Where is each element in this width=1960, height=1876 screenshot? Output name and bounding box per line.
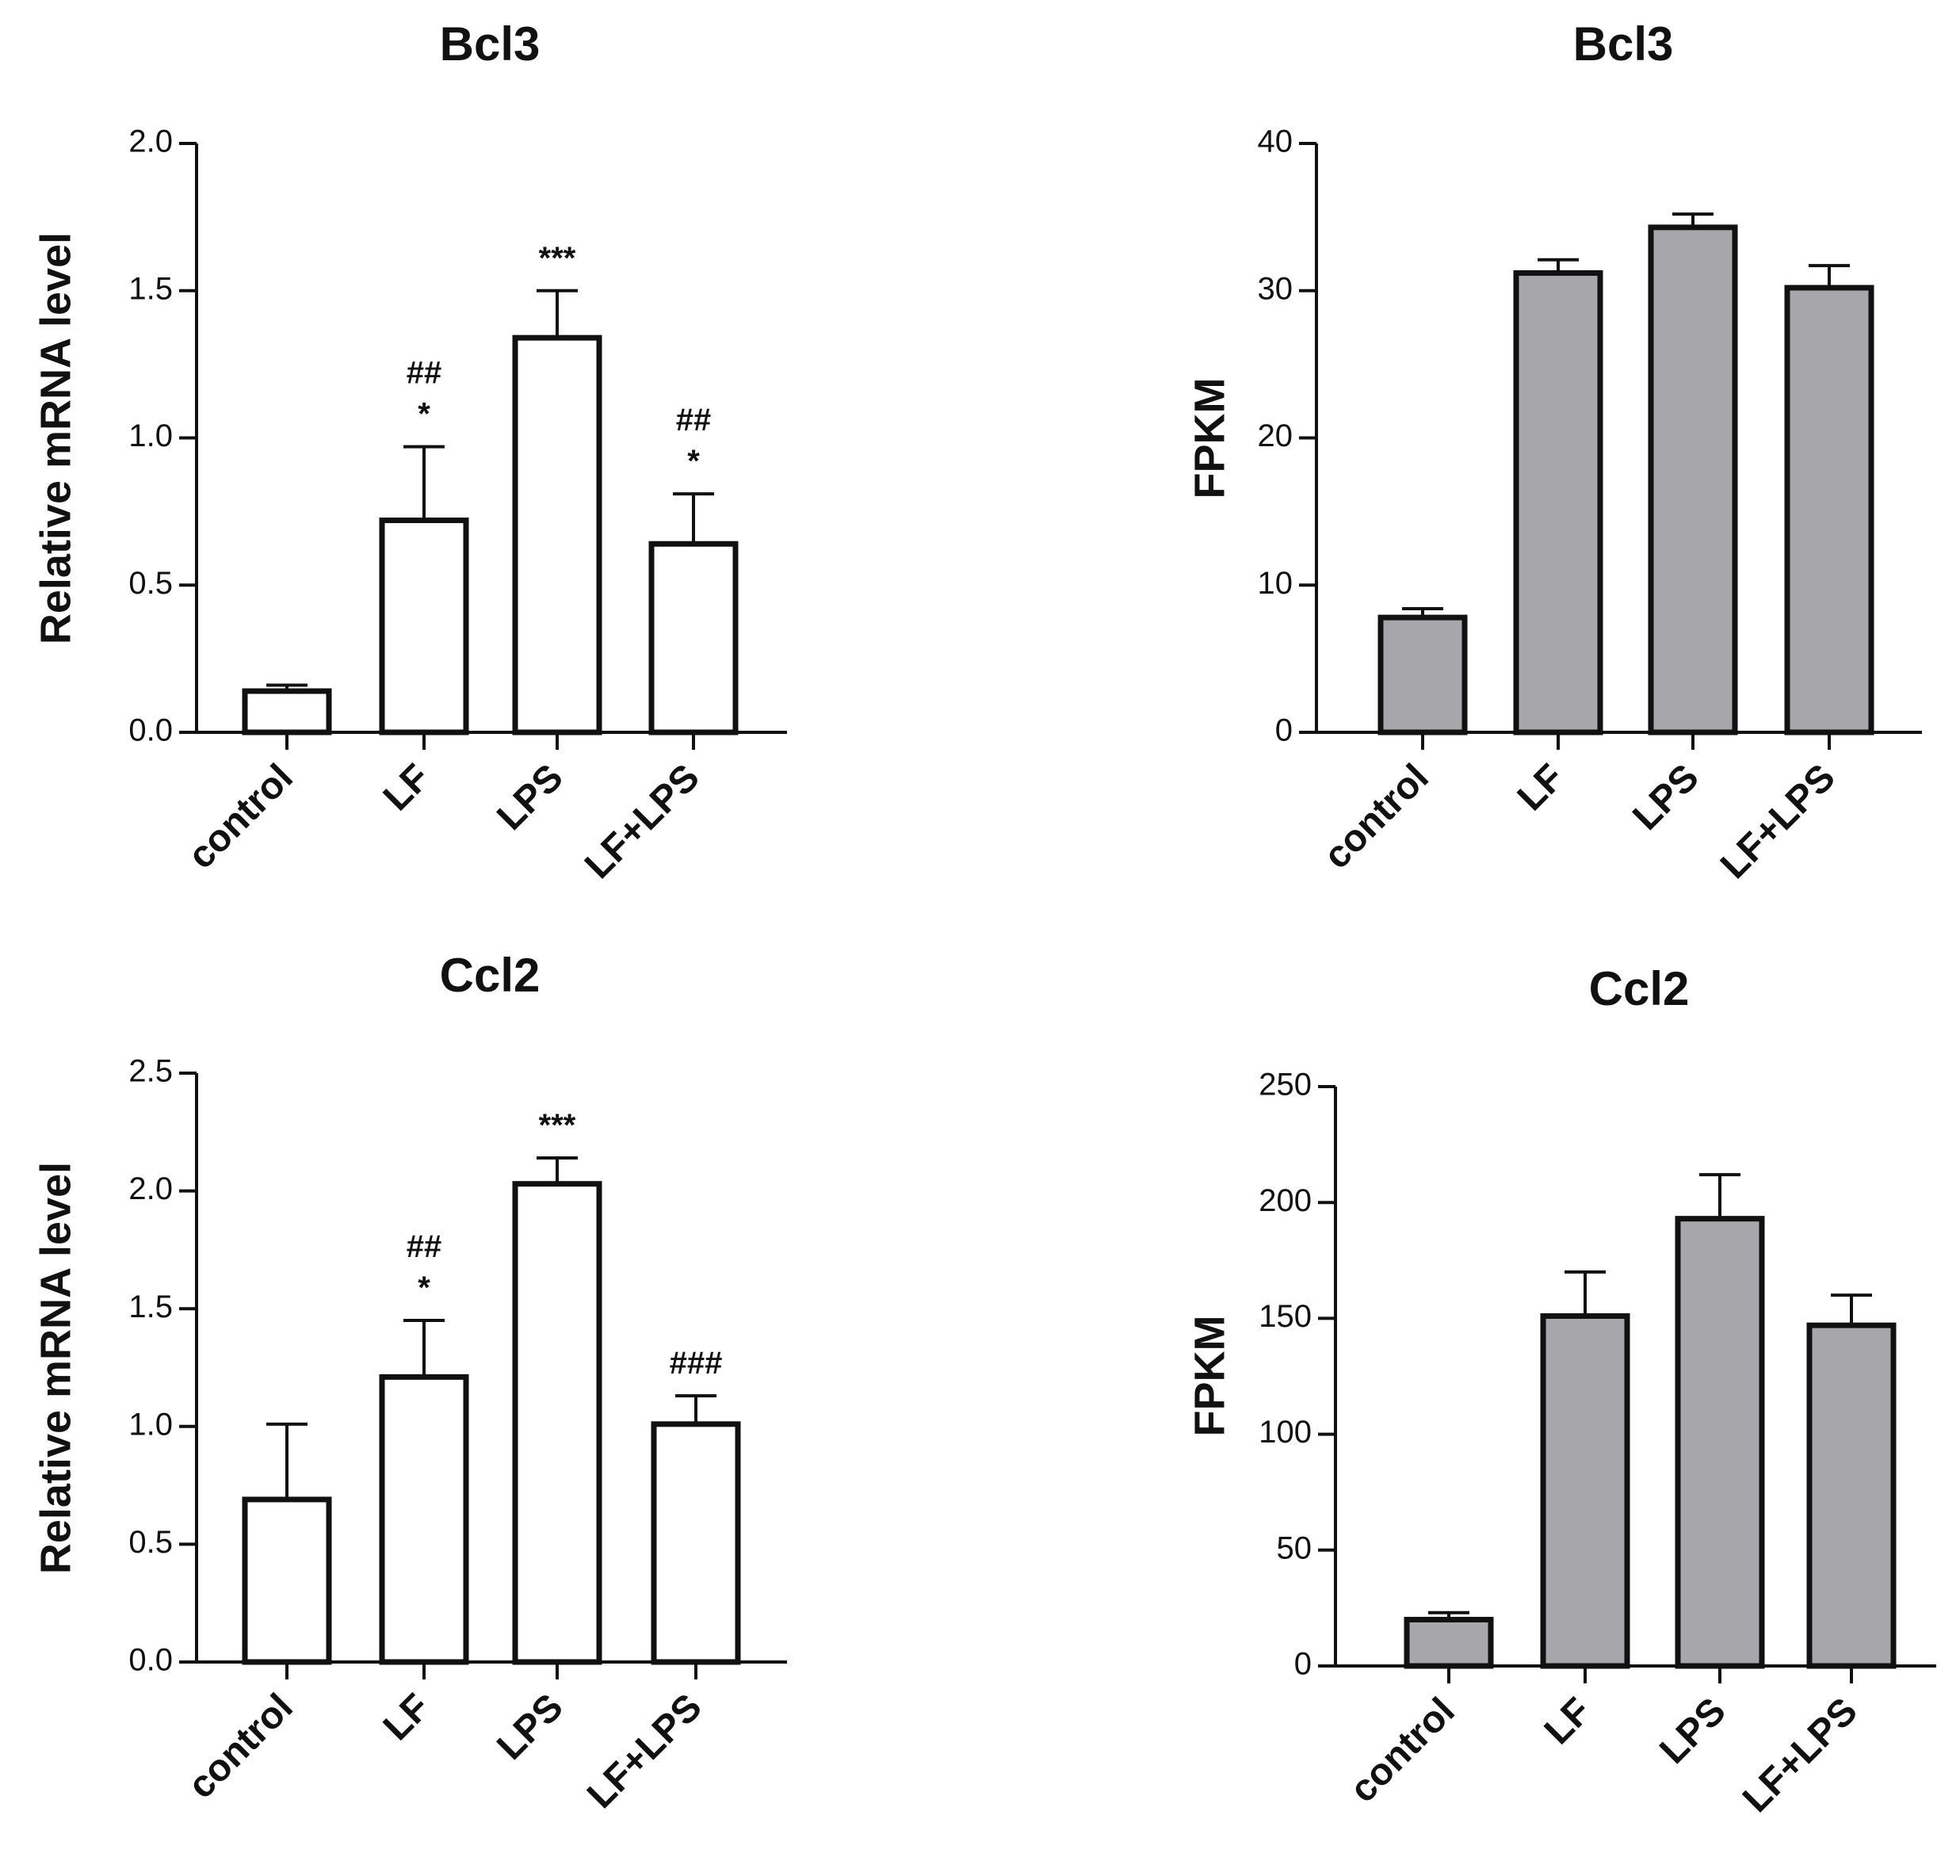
chart-title: Ccl2 bbox=[440, 949, 541, 1002]
bar bbox=[648, 541, 739, 735]
bar bbox=[1513, 269, 1603, 735]
x-tick-label: LF+LPS bbox=[579, 1686, 710, 1817]
chart-title: Ccl2 bbox=[1589, 962, 1690, 1015]
y-tick-label: 0 bbox=[1294, 1647, 1312, 1682]
y-tick-label: 1.5 bbox=[128, 271, 173, 306]
y-tick-label: 0.5 bbox=[128, 566, 173, 601]
y-tick-label: 20 bbox=[1258, 418, 1293, 453]
bar bbox=[1648, 224, 1738, 735]
bar bbox=[1404, 1617, 1494, 1669]
bar bbox=[1540, 1312, 1630, 1669]
bar bbox=[512, 334, 602, 735]
significance-label: ### bbox=[670, 1346, 723, 1381]
bar bbox=[651, 1421, 741, 1665]
y-axis-label: Relative mRNA level bbox=[32, 1162, 79, 1574]
bar bbox=[512, 1181, 602, 1665]
y-tick-label: 2.0 bbox=[128, 1171, 173, 1206]
x-tick-label: control bbox=[180, 756, 300, 877]
x-tick-label: LF bbox=[376, 1686, 438, 1748]
bar bbox=[1806, 1322, 1897, 1669]
x-tick-label: LF bbox=[1537, 1690, 1599, 1752]
x-tick-label: LF bbox=[376, 756, 438, 819]
x-tick-label: LPS bbox=[1625, 756, 1706, 838]
bar bbox=[379, 518, 469, 735]
bar bbox=[379, 1374, 469, 1665]
x-tick-label: control bbox=[1316, 756, 1436, 877]
significance-label: ## bbox=[407, 356, 442, 391]
x-tick-label: control bbox=[180, 1686, 300, 1806]
y-tick-label: 250 bbox=[1259, 1068, 1312, 1102]
chart-ccl2-qpcr: Ccl2 Relative mRNA level 0.0 0.5 1.0 1.5 2.0 2.… bbox=[32, 949, 787, 1817]
y-tick-label: 0.5 bbox=[128, 1525, 173, 1560]
significance-label: * bbox=[418, 1270, 430, 1305]
y-tick-label: 40 bbox=[1258, 124, 1293, 159]
y-axis-label: FPKM bbox=[1186, 1316, 1233, 1437]
x-tick-label: LPS bbox=[489, 1686, 571, 1767]
bar bbox=[1377, 614, 1468, 735]
y-tick-label: 1.5 bbox=[128, 1290, 173, 1324]
y-tick-label: 200 bbox=[1259, 1183, 1312, 1218]
x-tick-label: LF+LPS bbox=[577, 756, 708, 887]
bar bbox=[1784, 285, 1874, 735]
x-tick-label: LF+LPS bbox=[1735, 1690, 1866, 1821]
y-tick-label: 1.0 bbox=[128, 1407, 173, 1442]
x-tick-label: LPS bbox=[489, 756, 571, 838]
bar bbox=[242, 688, 332, 735]
significance-label: ## bbox=[676, 403, 712, 437]
chart-bcl3-qpcr: Bcl3 Relative mRNA level 0.0 0.5 1.0 1.5 2.0 co… bbox=[32, 17, 787, 887]
y-axis-label: Relative mRNA level bbox=[32, 232, 79, 644]
significance-label: *** bbox=[539, 1108, 576, 1143]
x-tick-label: LF+LPS bbox=[1713, 756, 1843, 887]
y-tick-label: 30 bbox=[1258, 271, 1293, 306]
y-tick-label: 50 bbox=[1277, 1530, 1312, 1565]
y-tick-label: 0.0 bbox=[128, 1643, 173, 1678]
y-tick-label: 100 bbox=[1259, 1415, 1312, 1450]
x-tick-label: control bbox=[1342, 1690, 1462, 1810]
chart-title: Bcl3 bbox=[1573, 17, 1674, 71]
x-tick-label: LPS bbox=[1652, 1690, 1733, 1771]
y-tick-label: 150 bbox=[1259, 1299, 1312, 1334]
chart-bcl3-fpkm: Bcl3 FPKM 0 10 20 30 40 control LF LPS LF+LPS bbox=[1186, 17, 1922, 887]
y-tick-label: 10 bbox=[1258, 566, 1293, 601]
bar bbox=[242, 1496, 332, 1665]
y-tick-label: 2.5 bbox=[128, 1054, 173, 1089]
y-tick-label: 0 bbox=[1275, 713, 1293, 748]
significance-label: * bbox=[687, 444, 700, 479]
significance-label: *** bbox=[539, 241, 576, 276]
y-axis-label: FPKM bbox=[1186, 378, 1233, 499]
significance-label: * bbox=[418, 397, 430, 432]
bar bbox=[1675, 1216, 1765, 1669]
x-tick-label: LF bbox=[1510, 756, 1572, 819]
chart-title: Bcl3 bbox=[440, 17, 541, 71]
y-tick-label: 0.0 bbox=[128, 713, 173, 748]
y-tick-label: 2.0 bbox=[128, 124, 173, 159]
y-tick-label: 1.0 bbox=[128, 418, 173, 453]
chart-ccl2-fpkm: Ccl2 FPKM 0 50 100 150 200 250 control LF LPS LF+LP… bbox=[1186, 962, 1936, 1821]
significance-label: ## bbox=[407, 1229, 442, 1264]
